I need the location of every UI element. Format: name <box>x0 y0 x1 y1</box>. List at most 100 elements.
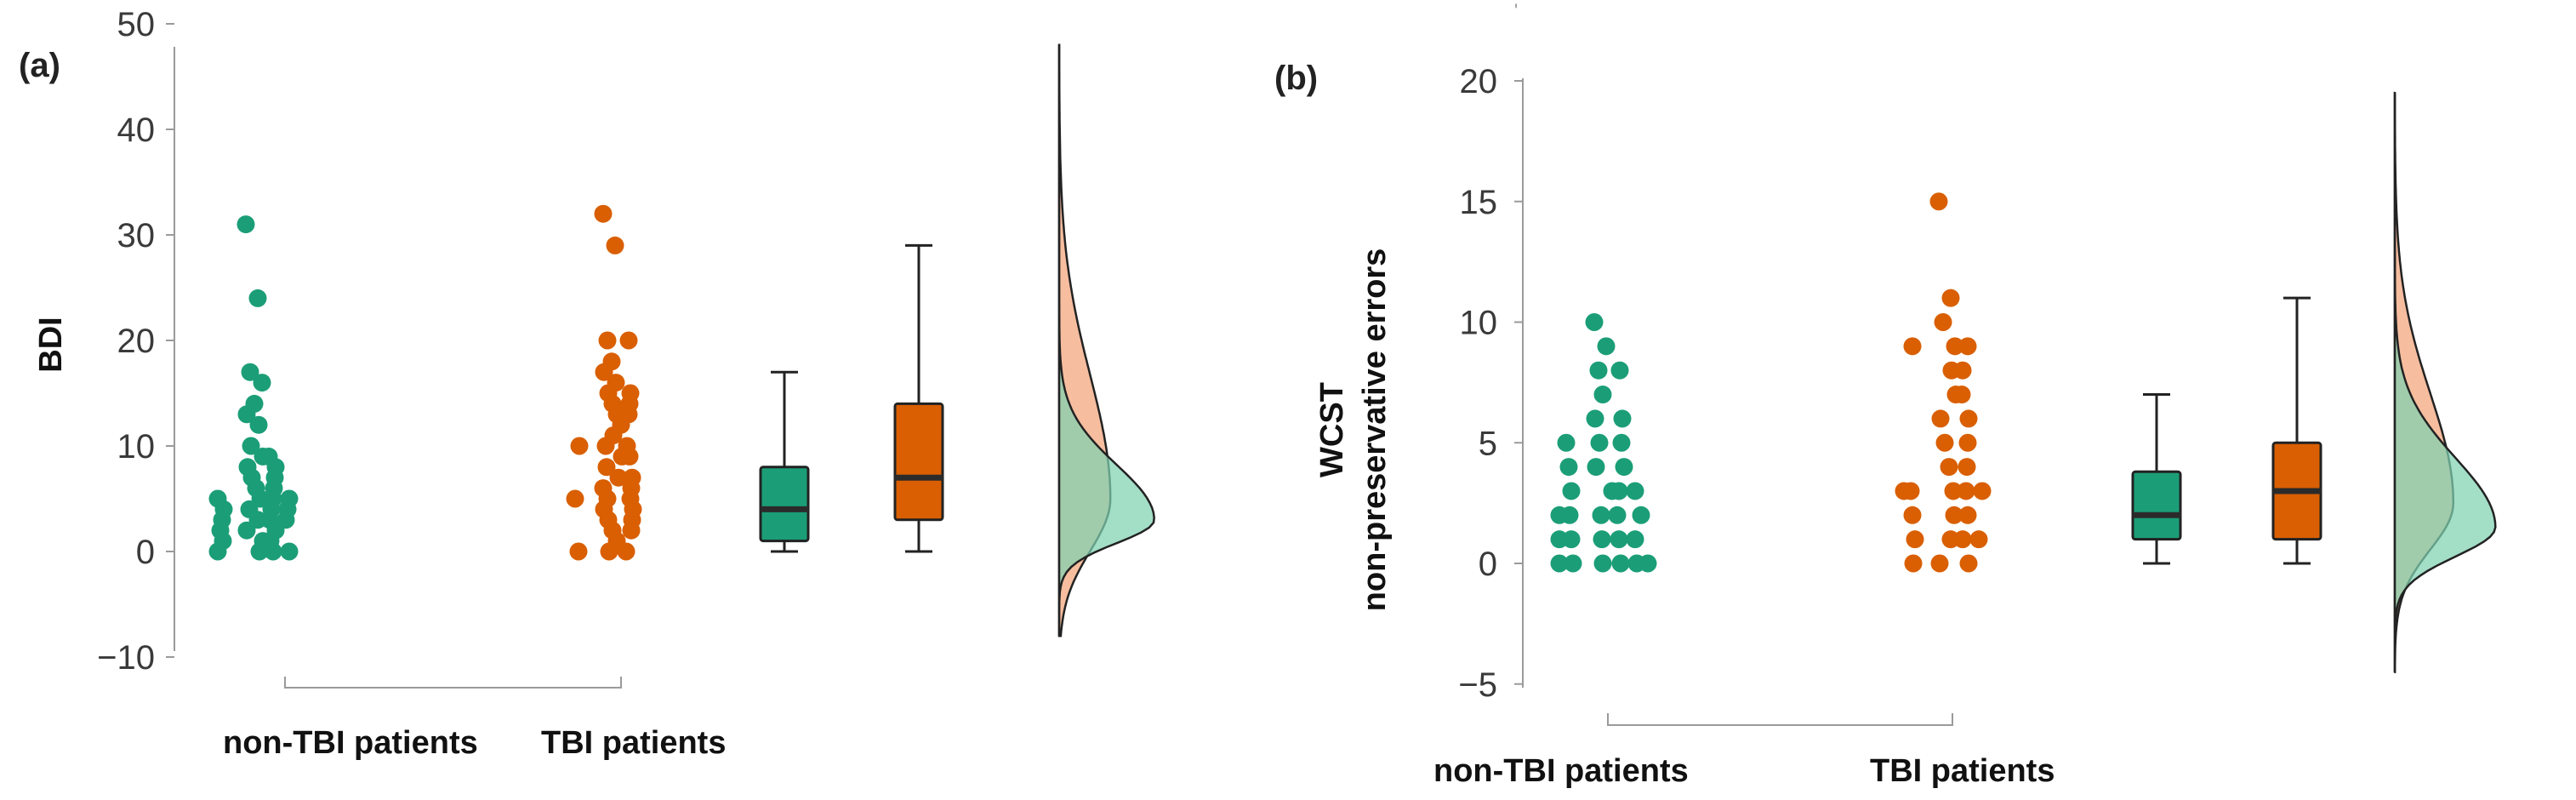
data-point <box>1612 433 1631 452</box>
data-point <box>1626 482 1644 500</box>
panel-b-label: (b) <box>1274 60 1318 97</box>
data-point <box>1586 409 1604 428</box>
data-point <box>1638 554 1657 573</box>
box-iqr <box>759 466 810 543</box>
panel-b-x-label-non-tbi: non-TBI patients <box>1433 753 1689 789</box>
data-point <box>242 437 260 455</box>
data-point <box>249 415 268 434</box>
y-tick-label: 10 <box>117 428 156 466</box>
data-point <box>1940 458 1958 477</box>
data-point <box>1592 506 1610 524</box>
y-tick-label: 50 <box>117 6 156 43</box>
data-point <box>569 542 588 561</box>
data-point <box>1550 554 1569 573</box>
data-point <box>1559 458 1578 477</box>
data-point <box>1564 554 1582 573</box>
data-point <box>1903 506 1922 524</box>
box-iqr <box>2131 470 2182 541</box>
data-point <box>594 204 613 223</box>
data-point <box>597 458 616 477</box>
panel-a-y-ticks: 50 40 30 20 10 0 −10 <box>97 6 174 677</box>
data-point <box>570 437 589 455</box>
panel-a-y-axis-title: BDI <box>33 317 69 372</box>
panel-b-x-label-tbi: TBI patients <box>1870 753 2055 789</box>
data-point <box>1929 192 1948 211</box>
data-point <box>1610 482 1628 500</box>
data-point <box>1626 530 1644 549</box>
panel-a-x-label-non-tbi: non-TBI patients <box>223 725 478 761</box>
data-point <box>1973 482 1992 500</box>
panel-a-points <box>208 204 642 561</box>
data-point <box>1903 337 1922 356</box>
data-point <box>1935 433 1954 452</box>
data-point <box>237 521 256 540</box>
y-tick-label: −5 <box>1458 666 1497 704</box>
data-point <box>241 363 259 381</box>
panel-a-boxes <box>759 243 944 553</box>
data-point <box>1550 506 1569 524</box>
data-point <box>1969 530 1988 549</box>
data-point <box>1953 530 1972 549</box>
data-point <box>1957 482 1975 500</box>
data-point <box>280 542 299 561</box>
stray-mark: ' <box>1514 0 1518 21</box>
panel-b-x-axis-bracket <box>1607 713 1953 726</box>
data-point <box>1906 530 1924 549</box>
panel-b: ' (b) WCST non-preservative errors 20 15 1… <box>1274 0 2497 789</box>
panel-a-x-label-tbi: TBI patients <box>541 725 726 761</box>
data-point <box>619 331 638 350</box>
data-point <box>1593 386 1612 404</box>
data-point <box>1959 554 1978 573</box>
data-point <box>600 542 618 561</box>
data-point <box>595 363 613 381</box>
y-tick-label: 20 <box>1460 63 1498 100</box>
data-point <box>622 521 641 540</box>
data-point <box>1613 409 1632 428</box>
data-point <box>1589 361 1608 380</box>
y-tick-label: 10 <box>1460 305 1498 342</box>
data-point <box>609 468 628 487</box>
panel-b-densities <box>2393 91 2497 674</box>
data-point <box>620 447 639 466</box>
panel-b-points <box>1550 192 1992 573</box>
data-point <box>1931 409 1950 428</box>
data-point <box>1895 482 1913 500</box>
data-point <box>1934 313 1952 331</box>
panel-b-y-ticks: 20 15 10 5 0 −5 <box>1458 63 1523 704</box>
data-point <box>1904 554 1923 573</box>
panel-b-y-axis-title-line1: WCST <box>1314 382 1350 477</box>
data-point <box>1958 337 1977 356</box>
data-point <box>248 289 267 307</box>
y-tick-label: −10 <box>97 639 155 677</box>
data-point <box>1958 433 1977 452</box>
box-iqr <box>893 402 944 522</box>
data-point <box>1930 554 1949 573</box>
y-tick-label: 20 <box>117 323 156 360</box>
data-point <box>1597 337 1616 356</box>
y-tick-label: 30 <box>117 217 156 254</box>
panel-b-y-axis-title-line2: non-preservative errors <box>1357 249 1393 612</box>
data-point <box>1945 506 1963 524</box>
data-point <box>1615 458 1633 477</box>
data-point <box>1958 458 1976 477</box>
y-tick-label: 5 <box>1479 425 1497 462</box>
data-point <box>1941 289 1960 307</box>
data-point <box>1610 530 1628 549</box>
data-point <box>251 489 270 508</box>
data-point <box>1585 313 1604 331</box>
panel-a-densities <box>1057 43 1155 637</box>
data-point <box>1608 506 1627 524</box>
y-tick-label: 15 <box>1460 184 1498 221</box>
data-point <box>237 215 255 234</box>
data-point <box>598 331 617 350</box>
y-tick-label: 0 <box>136 534 155 571</box>
data-point <box>208 542 227 561</box>
data-point <box>1611 554 1630 573</box>
data-point <box>606 236 624 254</box>
data-point <box>1632 506 1650 524</box>
data-point <box>617 542 635 561</box>
data-point <box>1959 409 1978 428</box>
data-point <box>596 437 615 455</box>
data-point <box>1550 530 1569 549</box>
